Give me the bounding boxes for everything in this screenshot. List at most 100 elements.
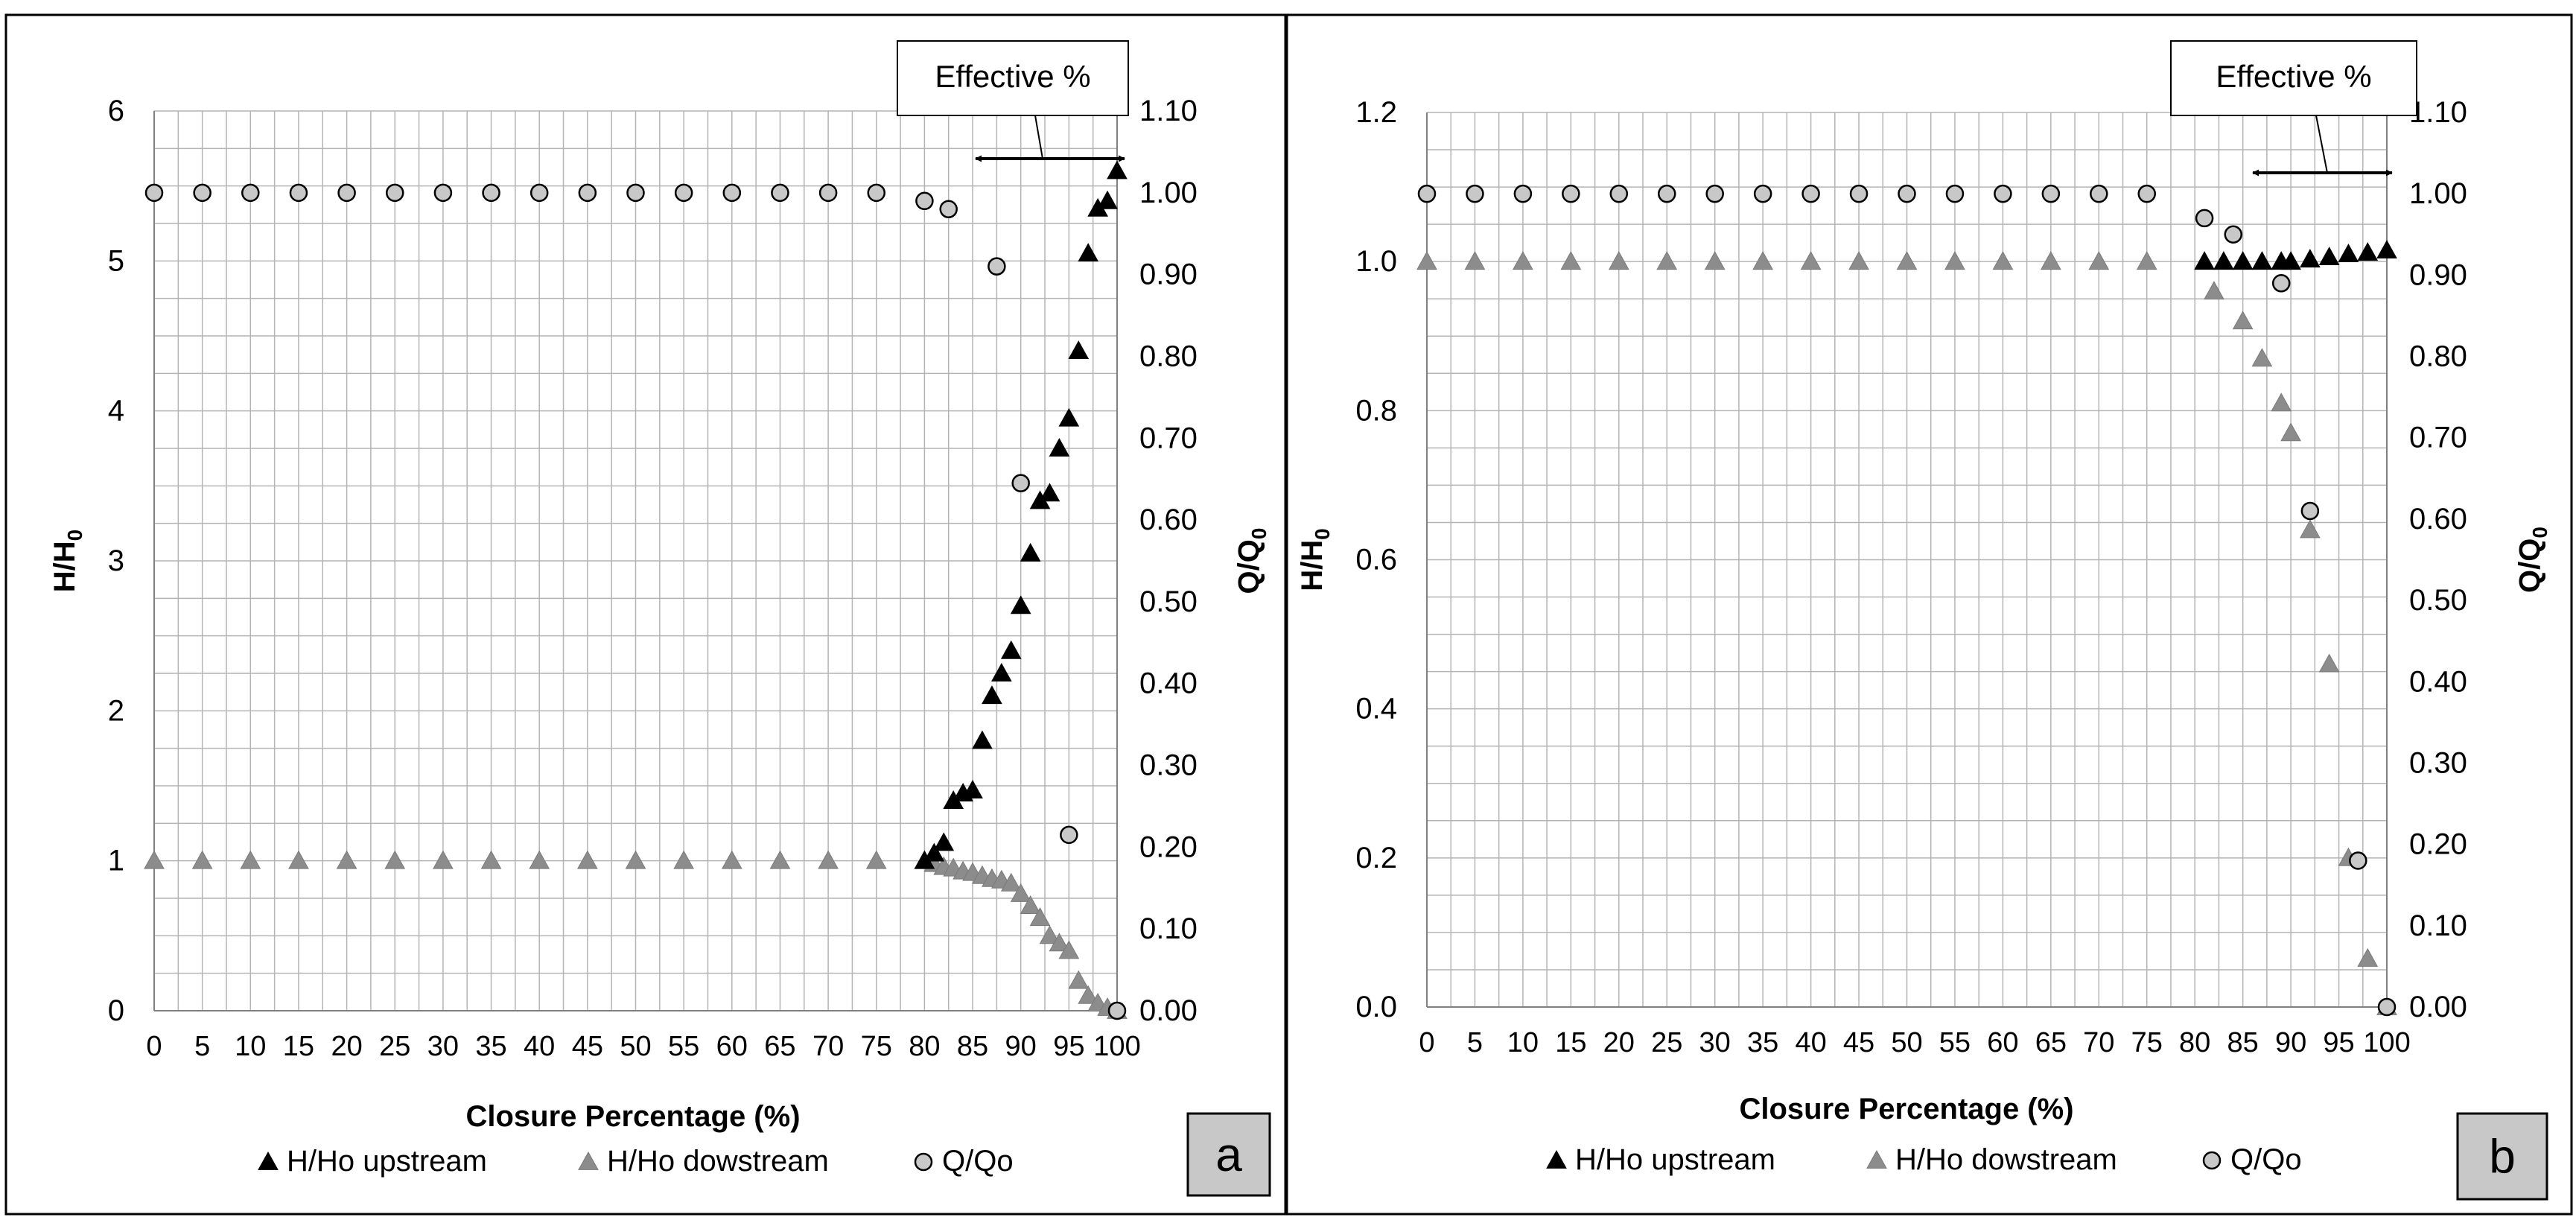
y-right-tick-label: 0.40 — [2409, 665, 2467, 698]
data-point-triangle — [2213, 251, 2234, 270]
x-tick-label: 80 — [909, 1031, 940, 1062]
data-point-circle — [674, 183, 693, 203]
data-point-circle — [1658, 184, 1676, 203]
y-right-tick-label: 0.20 — [2409, 828, 2467, 861]
data-point-triangle — [1078, 243, 1099, 262]
x-tick-label: 15 — [283, 1031, 314, 1062]
data-point-circle — [1011, 474, 1030, 492]
legend-item: H/Ho upstream — [1546, 1143, 1775, 1176]
data-point-triangle — [1944, 251, 1965, 270]
y-left-axis-label: H/H0 — [48, 530, 86, 592]
data-point-triangle — [2318, 247, 2340, 266]
x-tick-label: 0 — [1419, 1027, 1434, 1058]
data-point-circle — [2271, 274, 2291, 293]
data-point-circle — [626, 183, 645, 203]
legend-label: H/Ho dowstream — [1895, 1143, 2117, 1176]
data-point-circle — [529, 183, 549, 203]
data-point-circle — [1417, 184, 1437, 203]
legend-label: H/Ho upstream — [287, 1145, 487, 1178]
x-tick-label: 5 — [194, 1031, 210, 1062]
data-point-circle — [2137, 184, 2156, 203]
data-point-triangle — [1608, 251, 1629, 270]
y-right-tick-label: 0.00 — [2409, 991, 2467, 1023]
x-axis-label: Closure Percentage (%) — [1739, 1093, 2073, 1125]
data-point-triangle — [2041, 251, 2061, 270]
x-tick-label: 20 — [331, 1031, 362, 1062]
data-point-circle — [1513, 184, 1533, 203]
legend-marker-triangle — [258, 1151, 279, 1170]
x-tick-label: 35 — [475, 1031, 506, 1062]
x-tick-label: 50 — [620, 1031, 651, 1062]
panel-label: b — [2489, 1130, 2516, 1184]
y-left-tick-label: 4 — [108, 395, 124, 428]
y-left-tick-label: 5 — [108, 244, 124, 277]
data-point-triangle — [577, 850, 598, 869]
legend-marker-circle — [2202, 1151, 2222, 1170]
data-point-triangle — [2232, 251, 2254, 270]
y-right-tick-label: 1.10 — [1139, 95, 1198, 127]
series-q-qo — [144, 183, 1127, 1020]
y-left-tick-label: 0.4 — [1355, 693, 1397, 725]
y-right-axis-label-sub: 0 — [2528, 527, 2551, 539]
data-point-circle — [433, 183, 453, 203]
data-point-triangle — [336, 850, 357, 869]
data-point-triangle — [1896, 251, 1918, 270]
x-tick-label: 50 — [1891, 1027, 1922, 1058]
data-point-circle — [386, 183, 404, 203]
x-tick-label: 100 — [2363, 1027, 2410, 1058]
data-point-triangle — [2136, 251, 2157, 270]
data-point-triangle — [2338, 244, 2359, 263]
data-point-triangle — [1416, 251, 1437, 270]
data-point-circle — [482, 183, 500, 203]
data-point-triangle — [191, 850, 213, 869]
x-tick-label: 40 — [1795, 1027, 1826, 1058]
y-left-tick-label: 1.0 — [1355, 245, 1397, 278]
panel-label: a — [1215, 1128, 1242, 1181]
data-point-circle — [2377, 997, 2397, 1017]
data-point-triangle — [1010, 883, 1031, 902]
x-tick-label: 70 — [812, 1031, 844, 1062]
data-point-triangle — [1656, 251, 1678, 270]
panel-label-box — [2456, 1112, 2548, 1201]
x-tick-label: 95 — [2323, 1027, 2354, 1058]
data-point-triangle — [1029, 907, 1051, 927]
annotation-box — [897, 40, 1129, 116]
x-tick-label: 85 — [2227, 1027, 2259, 1058]
data-point-triangle — [2251, 251, 2273, 270]
data-point-triangle — [1068, 970, 1090, 989]
x-tick-label: 25 — [1651, 1027, 1682, 1058]
y-left-tick-label: 0.6 — [1355, 544, 1397, 577]
x-tick-label: 55 — [1939, 1027, 1971, 1058]
x-tick-label: 95 — [1053, 1031, 1084, 1062]
data-point-triangle — [529, 850, 550, 869]
data-point-triangle — [2318, 653, 2340, 673]
y-left-tick-label: 0.2 — [1355, 842, 1397, 874]
y-right-tick-label: 0.50 — [1139, 585, 1198, 618]
data-point-circle — [2041, 184, 2061, 203]
data-point-triangle — [2357, 242, 2379, 261]
y-right-tick-label: 1.00 — [1139, 177, 1198, 209]
data-point-circle — [867, 183, 885, 203]
legend: H/Ho upstream H/Ho dowstream Q/Qo — [258, 1145, 1014, 1178]
x-tick-label: 55 — [668, 1031, 699, 1062]
legend-marker-triangle — [578, 1151, 599, 1170]
y-right-tick-label: 0.50 — [2409, 584, 2467, 617]
annotation-text: Effective % — [2216, 59, 2371, 94]
x-tick-label: 60 — [716, 1031, 748, 1062]
data-point-triangle — [1560, 251, 1582, 270]
data-point-circle — [144, 183, 164, 203]
chart-panel-b: 0 5 10 15 20 25 30 35 40 45 50 55 60 65 70 75 80 85 90 95 10… — [1285, 13, 2573, 1216]
data-point-triangle — [818, 850, 839, 869]
y-left-tick-label: 2 — [108, 694, 124, 727]
data-point-triangle — [673, 850, 694, 869]
y-right-axis-label-sub: 0 — [1247, 528, 1270, 540]
data-point-circle — [241, 183, 260, 203]
panel-frame — [4, 13, 1287, 1216]
series-q-qo — [1417, 184, 2397, 1017]
data-point-triangle — [1049, 437, 1070, 457]
data-point-triangle — [2300, 249, 2321, 268]
data-point-circle — [771, 183, 789, 203]
annotation-leader-line — [2315, 115, 2328, 174]
y-left-axis-label-main: H/H — [1296, 540, 1329, 591]
